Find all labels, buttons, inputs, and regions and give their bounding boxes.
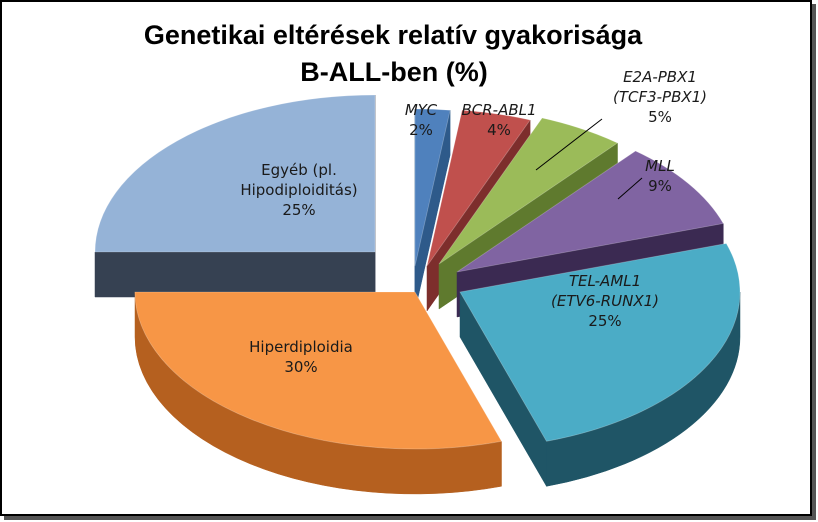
pie-slice-top-egyeb [94, 94, 376, 253]
pie-slice-top-myc [414, 108, 451, 267]
chart-title-line-1: Genetikai eltérések relatív gyakorisága [144, 20, 643, 50]
slice-label-line: E2A-PBX1 [623, 68, 697, 86]
slice-label-line: MLL [645, 157, 675, 175]
pie-slice-top-bcr-abl1 [426, 109, 531, 267]
pie-slice-top-mll [456, 150, 724, 273]
slice-label-line: 5% [648, 108, 672, 126]
slice-label-line: (ETV6-RUNX1) [551, 292, 659, 310]
pie-slice-myc [414, 108, 451, 312]
pie-slice-hiperdiploidia [134, 291, 503, 495]
slice-label-line: Hipodiploiditás) [240, 181, 357, 199]
slice-label-line: MYC [405, 101, 438, 119]
pie-slice-top-hiperdiploidia [134, 291, 503, 450]
slice-label-line: 25% [282, 201, 315, 219]
chart-title-line-2: B-ALL-ben (%) [300, 57, 487, 87]
leader-line-e2a-pbx1 [535, 118, 603, 171]
slice-labels: MYC 2% BCR-ABL1 4% E2A-PBX1 (TCF3-PBX1) 5% MLL 9… [240, 68, 707, 376]
pie-slices [94, 94, 741, 495]
leader-lines [535, 118, 643, 200]
slice-label-line: 4% [487, 121, 511, 139]
slice-label-line: 30% [284, 358, 317, 376]
slice-label-e2a-pbx1: E2A-PBX1 (TCF3-PBX1) 5% [613, 68, 707, 126]
pie-slice-top-e2a-pbx1 [438, 117, 619, 265]
slice-label-tel-aml1: TEL-AML1 (ETV6-RUNX1) 25% [551, 272, 659, 330]
slice-label-egyeb: Egyéb (pl. Hipodiploiditás) 25% [240, 161, 357, 219]
slice-label-bcr-abl1: BCR-ABL1 4% [461, 101, 536, 139]
pie-slice-top-tel-aml1 [459, 243, 741, 442]
pie-slice-wall-egyeb [94, 251, 376, 298]
slice-label-hiperdiploidia: Hiperdiploidia 30% [249, 338, 353, 376]
slice-label-line: 2% [409, 121, 433, 139]
slice-label-line: 25% [588, 312, 621, 330]
slice-label-line: Hiperdiploidia [249, 338, 353, 356]
slice-label-line: Egyéb (pl. [261, 161, 337, 179]
leader-line-mll [617, 177, 643, 200]
slice-label-line: 9% [648, 177, 672, 195]
slice-label-myc: MYC 2% [405, 101, 438, 139]
slice-label-line: (TCF3-PBX1) [613, 88, 707, 106]
pie-slice-tel-aml1 [459, 243, 741, 488]
slice-label-line: TEL-AML1 [569, 272, 641, 290]
pie-slice-egyeb [94, 94, 376, 298]
slice-label-line: BCR-ABL1 [461, 101, 536, 119]
slice-label-mll: MLL 9% [645, 157, 675, 195]
